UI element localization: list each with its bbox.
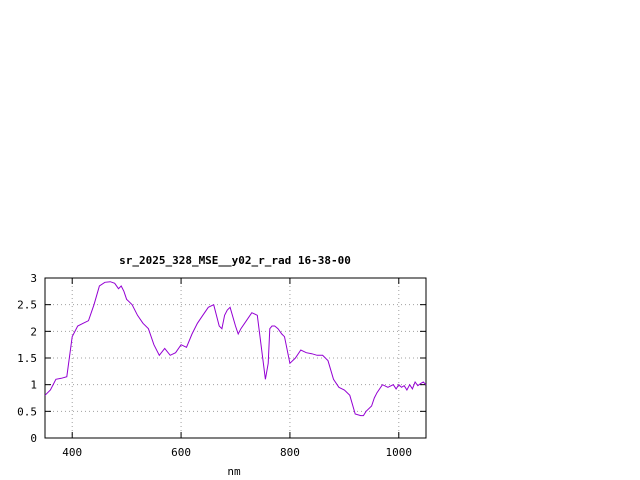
y-tick-label: 1.5 bbox=[17, 352, 37, 365]
x-tick-label: 800 bbox=[280, 446, 300, 459]
y-tick-label: 2.5 bbox=[17, 299, 37, 312]
y-tick-label: 2 bbox=[30, 325, 37, 338]
x-tick-label: 1000 bbox=[386, 446, 413, 459]
chart-title: sr_2025_328_MSE__y02_r_rad 16-38-00 bbox=[119, 254, 351, 267]
y-tick-label: 3 bbox=[30, 272, 37, 285]
series-line bbox=[44, 281, 427, 417]
x-tick-label: 400 bbox=[62, 446, 82, 459]
plot-border bbox=[44, 277, 427, 439]
y-tick-label: 0.5 bbox=[17, 405, 37, 418]
x-axis-label: nm bbox=[227, 465, 241, 478]
y-tick-label: 0 bbox=[30, 432, 37, 445]
x-tick-label: 600 bbox=[171, 446, 191, 459]
y-tick-label: 1 bbox=[30, 379, 37, 392]
